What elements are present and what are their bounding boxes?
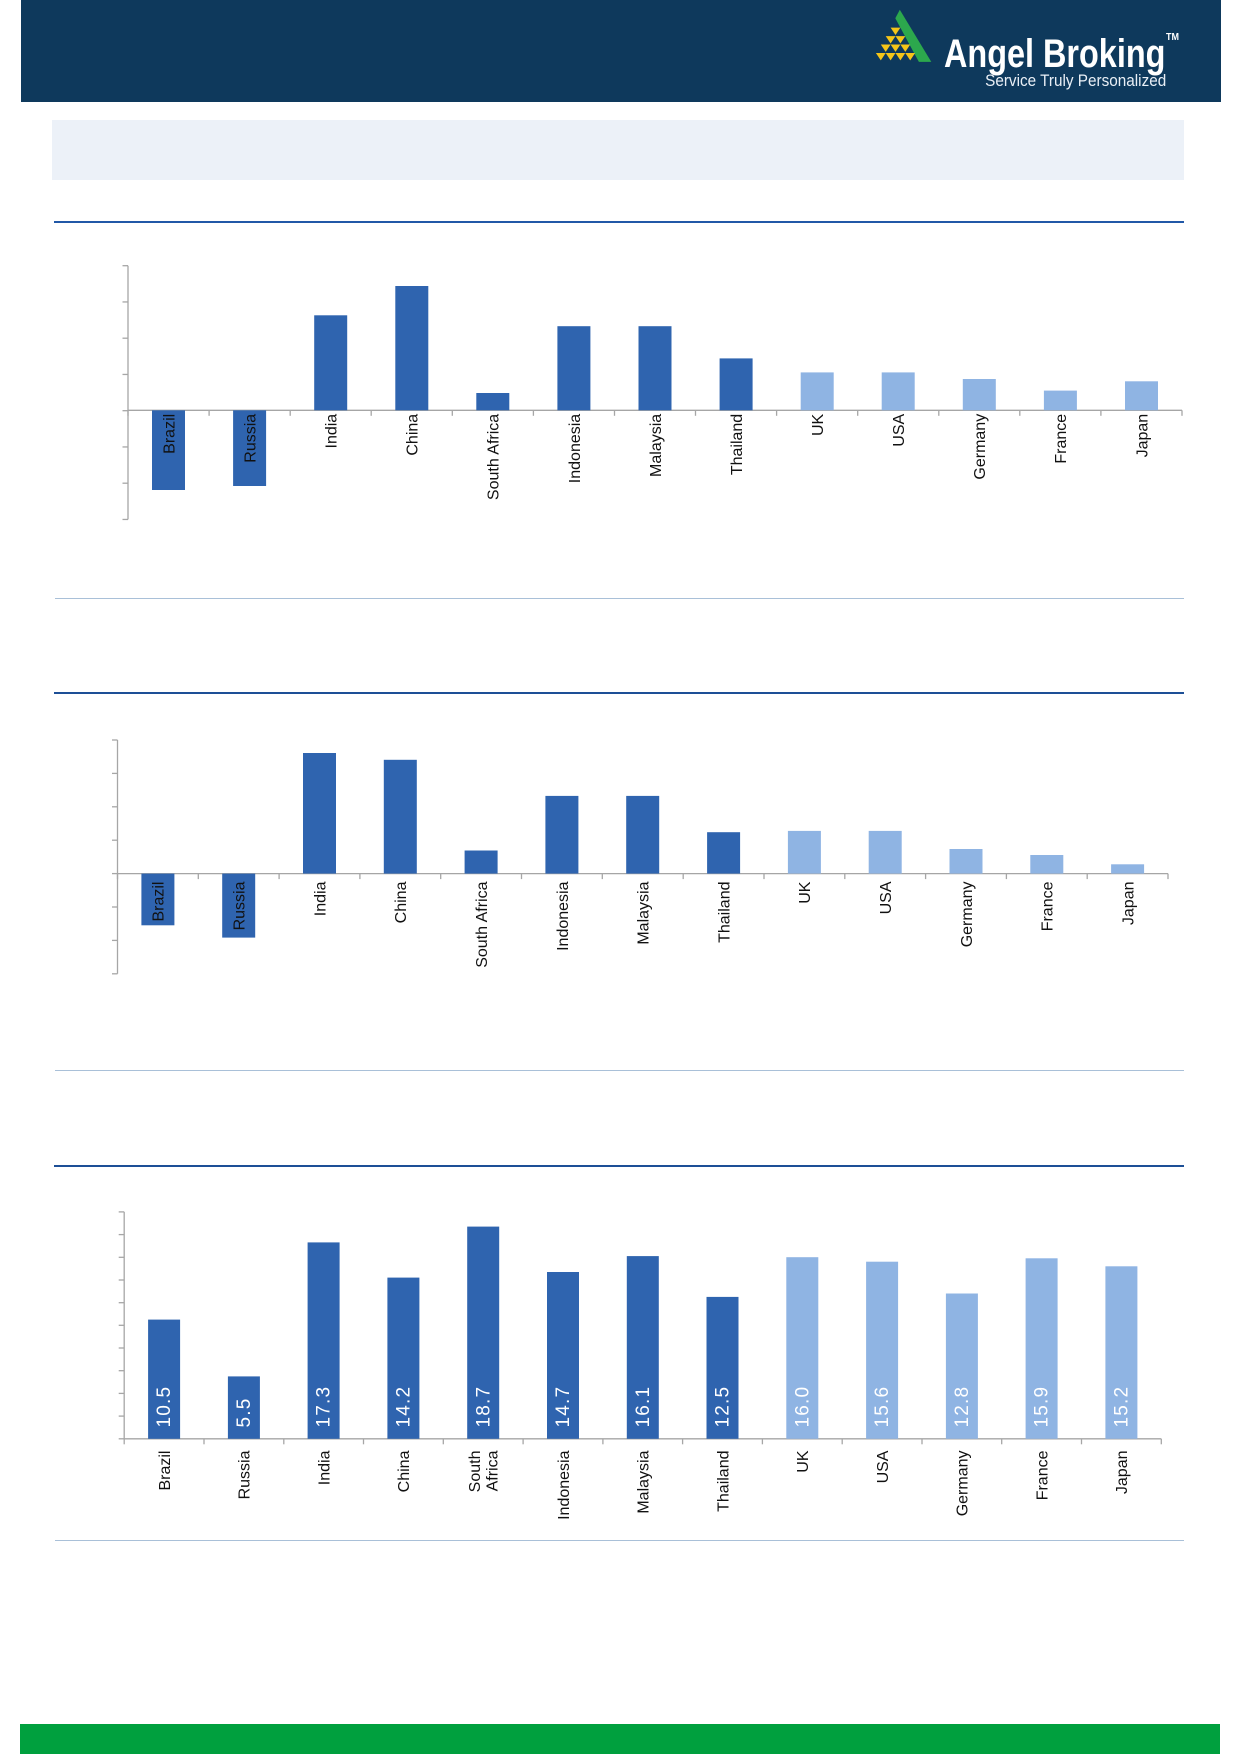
svg-text:Germany: Germany <box>955 1451 972 1517</box>
svg-text:USA: USA <box>891 413 908 446</box>
svg-text:Malaysia: Malaysia <box>636 881 653 944</box>
svg-text:France: France <box>1040 881 1057 931</box>
svg-text:Malaysia: Malaysia <box>648 414 665 477</box>
svg-text:5.5: 5.5 <box>234 1397 255 1427</box>
svg-text:12.8: 12.8 <box>952 1386 973 1428</box>
svg-text:Russia: Russia <box>243 414 260 463</box>
svg-text:16.1: 16.1 <box>633 1386 654 1428</box>
svg-text:Thailand: Thailand <box>715 1451 732 1512</box>
svg-text:Indonesia: Indonesia <box>556 1450 573 1519</box>
svg-text:SouthAfrica: SouthAfrica <box>467 1450 502 1492</box>
svg-text:Japan: Japan <box>1120 882 1137 926</box>
svg-text:USA: USA <box>875 1450 892 1483</box>
svg-text:10.5: 10.5 <box>154 1386 175 1428</box>
svg-text:Japan: Japan <box>1134 414 1151 458</box>
svg-text:UK: UK <box>810 413 827 436</box>
svg-text:Malaysia: Malaysia <box>636 1450 653 1513</box>
svg-text:Brazil: Brazil <box>157 1451 174 1491</box>
svg-text:Brazil: Brazil <box>161 414 178 454</box>
svg-text:India: India <box>324 414 341 449</box>
svg-text:14.7: 14.7 <box>553 1386 574 1428</box>
svg-text:Russia: Russia <box>232 881 249 930</box>
svg-text:Russia: Russia <box>237 1450 254 1499</box>
svg-text:16.0: 16.0 <box>792 1386 813 1428</box>
svg-text:18.7: 18.7 <box>473 1386 494 1428</box>
svg-text:Japan: Japan <box>1114 1451 1131 1495</box>
svg-text:UK: UK <box>797 881 814 904</box>
svg-text:South Africa: South Africa <box>486 414 503 500</box>
svg-text:Thailand: Thailand <box>729 414 746 475</box>
svg-text:Germany: Germany <box>972 414 989 480</box>
svg-text:15.2: 15.2 <box>1112 1386 1133 1428</box>
svg-text:15.9: 15.9 <box>1032 1386 1053 1428</box>
svg-text:UK: UK <box>795 1450 812 1473</box>
svg-text:India: India <box>316 1450 333 1485</box>
svg-text:Indonesia: Indonesia <box>567 414 584 483</box>
svg-text:China: China <box>405 414 422 456</box>
svg-text:India: India <box>312 881 329 916</box>
svg-text:China: China <box>396 1450 413 1492</box>
svg-text:Indonesia: Indonesia <box>555 881 572 950</box>
svg-text:USA: USA <box>878 881 895 914</box>
svg-text:South Africa: South Africa <box>474 881 491 967</box>
svg-text:Germany: Germany <box>959 882 976 948</box>
svg-text:14.2: 14.2 <box>394 1386 415 1428</box>
svg-text:17.3: 17.3 <box>314 1386 335 1428</box>
svg-text:China: China <box>393 881 410 923</box>
svg-text:15.6: 15.6 <box>872 1386 893 1428</box>
svg-text:France: France <box>1034 1450 1051 1500</box>
svg-text:France: France <box>1053 414 1070 464</box>
svg-text:Thailand: Thailand <box>716 882 733 943</box>
svg-text:12.5: 12.5 <box>713 1386 734 1428</box>
svg-text:Brazil: Brazil <box>151 882 168 922</box>
